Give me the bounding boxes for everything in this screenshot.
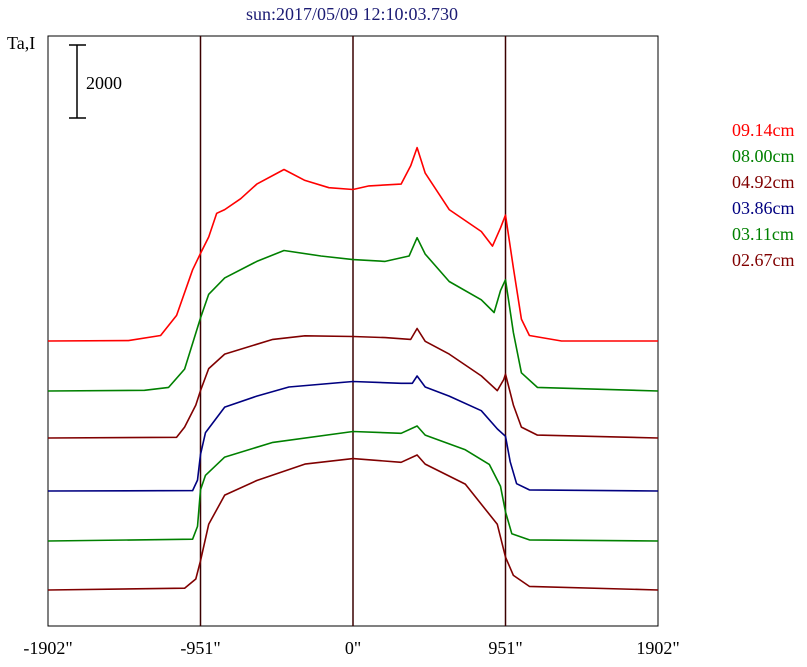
y-axis-label: Ta,I: [7, 33, 35, 53]
series-line-08.00cm: [47, 236, 659, 392]
chart-title: sun:2017/05/09 12:10:03.730: [246, 4, 458, 24]
x-tick-label: 951": [488, 638, 522, 658]
x-tick-label: 0": [345, 638, 361, 658]
series-line-09.14cm: [47, 146, 658, 342]
x-tick-label: 1902": [636, 638, 679, 658]
legend-entry: 04.92cm: [732, 172, 795, 192]
x-tick-label: -1902": [23, 638, 72, 658]
series-line-04.92cm: [47, 327, 659, 439]
series-line-03.86cm: [47, 375, 659, 492]
x-axis-ticks: -1902" -951" 0" 951" 1902": [23, 638, 679, 658]
series-line-02.67cm: [47, 454, 659, 591]
legend: 09.14cm 08.00cm 04.92cm 03.86cm 03.11cm 02.67…: [732, 120, 795, 270]
series-line-03.11cm: [47, 425, 659, 542]
reference-lines: [199, 36, 507, 626]
legend-entry: 03.11cm: [732, 224, 794, 244]
legend-entry: 03.86cm: [732, 198, 795, 218]
scale-bar-label: 2000: [86, 73, 122, 93]
legend-entry: 08.00cm: [732, 146, 795, 166]
legend-entry: 09.14cm: [732, 120, 795, 140]
x-tick-label: -951": [180, 638, 220, 658]
scale-bar: [69, 44, 86, 119]
series-lines: [47, 146, 659, 591]
legend-entry: 02.67cm: [732, 250, 795, 270]
